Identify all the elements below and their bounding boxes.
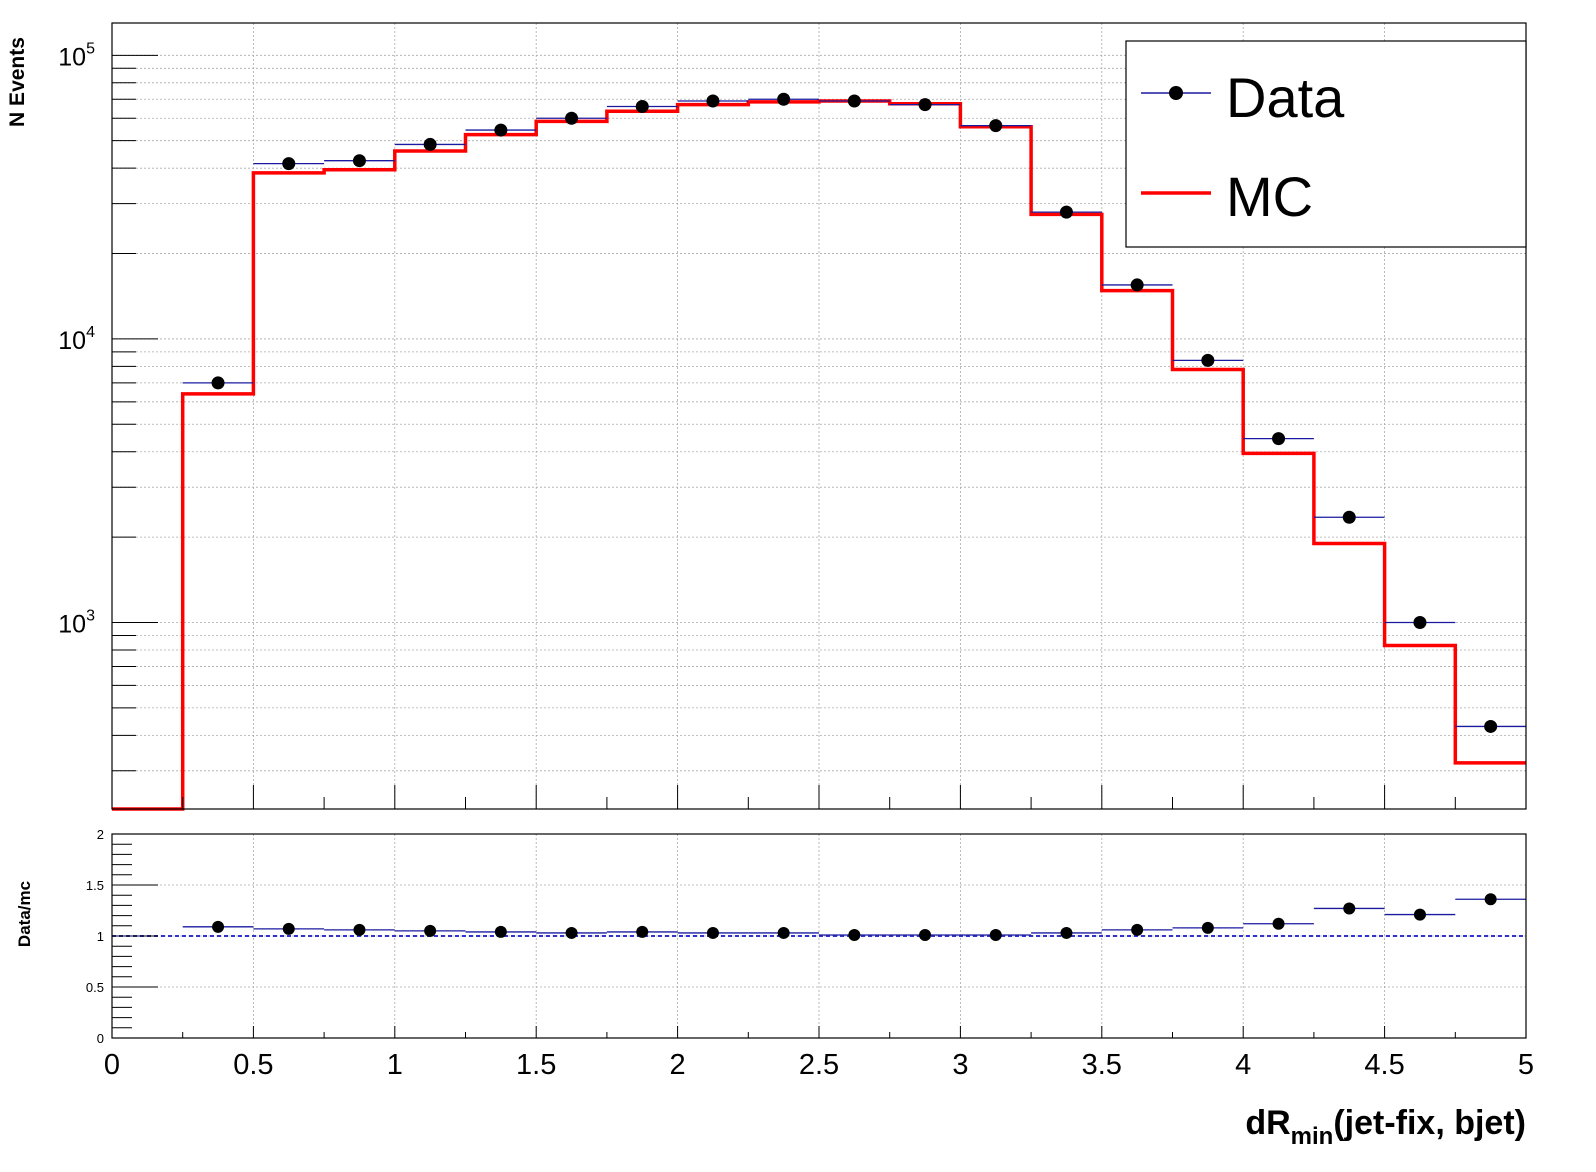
x-tick-label: 3 [952,1049,968,1081]
main-y-axis-label: N Events [6,37,29,127]
main-y-tick-label: 105 [58,40,95,71]
x-tick-label: 1.5 [516,1049,556,1081]
legend-mc-label: MC [1226,165,1313,228]
legend-data-marker [1169,86,1183,100]
x-tick-label: 2.5 [799,1049,839,1081]
ratio-point [565,926,578,939]
x-tick-label: 2 [670,1049,686,1081]
ratio-y-tick-label: 0.5 [86,980,104,995]
ratio-points [182,893,1526,941]
data-point [211,376,225,390]
ratio-point [1060,926,1073,939]
ratio-y-tick-labels: 0 0.5 1 1.5 2 [86,827,104,1046]
ratio-point [777,926,790,939]
data-point [494,123,508,137]
x-tick-label: 1 [387,1049,403,1081]
legend-data-label: Data [1226,66,1345,129]
ratio-point [282,922,295,935]
ratio-point [1201,921,1214,934]
data-point [1272,432,1286,446]
main-y-tick-exponent: 3 [86,608,95,625]
data-point [1342,510,1356,524]
data-point [1484,719,1498,733]
ratio-point [353,923,366,936]
ratio-y-tick-label: 1.5 [86,878,104,893]
data-point [352,154,366,168]
x-axis-label-rest: (jet-fix, bjet) [1333,1104,1526,1142]
x-axis-label-subscript: min [1291,1123,1334,1150]
ratio-axis-ticks [111,833,1527,1039]
data-point [1059,205,1073,219]
main-y-tick-label: 103 [58,608,95,639]
main-y-tick-base: 10 [58,611,86,639]
ratio-y-axis-label: Data/mc [15,881,34,947]
legend: Data MC [1125,40,1527,248]
data-point [1413,616,1427,630]
data-points [182,92,1526,733]
ratio-point [1272,917,1285,930]
ratio-point [1343,902,1356,915]
data-point [989,119,1003,133]
data-point [1130,278,1144,292]
main-y-tick-base: 10 [58,327,86,355]
x-tick-labels: 0 0.5 1 1.5 2 2.5 3 3.5 4 4.5 5 [104,1049,1534,1081]
main-axis-ticks [111,54,1527,809]
ratio-point [919,928,932,941]
x-tick-label: 4.5 [1364,1049,1404,1081]
x-tick-label: 3.5 [1082,1049,1122,1081]
ratio-point [424,924,437,937]
data-point [847,94,861,108]
data-point [282,157,296,171]
data-point [423,137,437,151]
main-y-tick-label: 104 [58,324,95,355]
x-tick-label: 4 [1235,1049,1251,1081]
x-tick-label: 0 [104,1049,120,1081]
data-point [565,111,579,125]
ratio-point [1484,893,1497,906]
ratio-point [1413,908,1426,921]
data-point [777,92,791,106]
legend-box [1125,40,1527,248]
ratio-point [636,925,649,938]
x-tick-label: 0.5 [233,1049,273,1081]
data-point [706,94,720,108]
ratio-point [989,928,1002,941]
data-point [918,98,932,112]
x-axis-label-main: dR [1245,1104,1290,1142]
ratio-point [706,926,719,939]
ratio-point [212,920,225,933]
ratio-y-tick-label: 2 [97,827,104,842]
ratio-point [848,928,861,941]
x-tick-label: 5 [1518,1049,1534,1081]
data-point [1201,353,1215,367]
data-point [635,99,649,113]
main-y-tick-base: 10 [58,43,86,71]
main-y-tick-exponent: 4 [86,324,95,341]
x-axis-label: dRmin(jet-fix, bjet) [1245,1104,1526,1150]
ratio-point [1131,923,1144,936]
ratio-y-tick-label: 0 [97,1031,104,1046]
main-y-tick-exponent: 5 [86,40,95,57]
ratio-y-tick-label: 1 [97,929,104,944]
ratio-point [494,925,507,938]
